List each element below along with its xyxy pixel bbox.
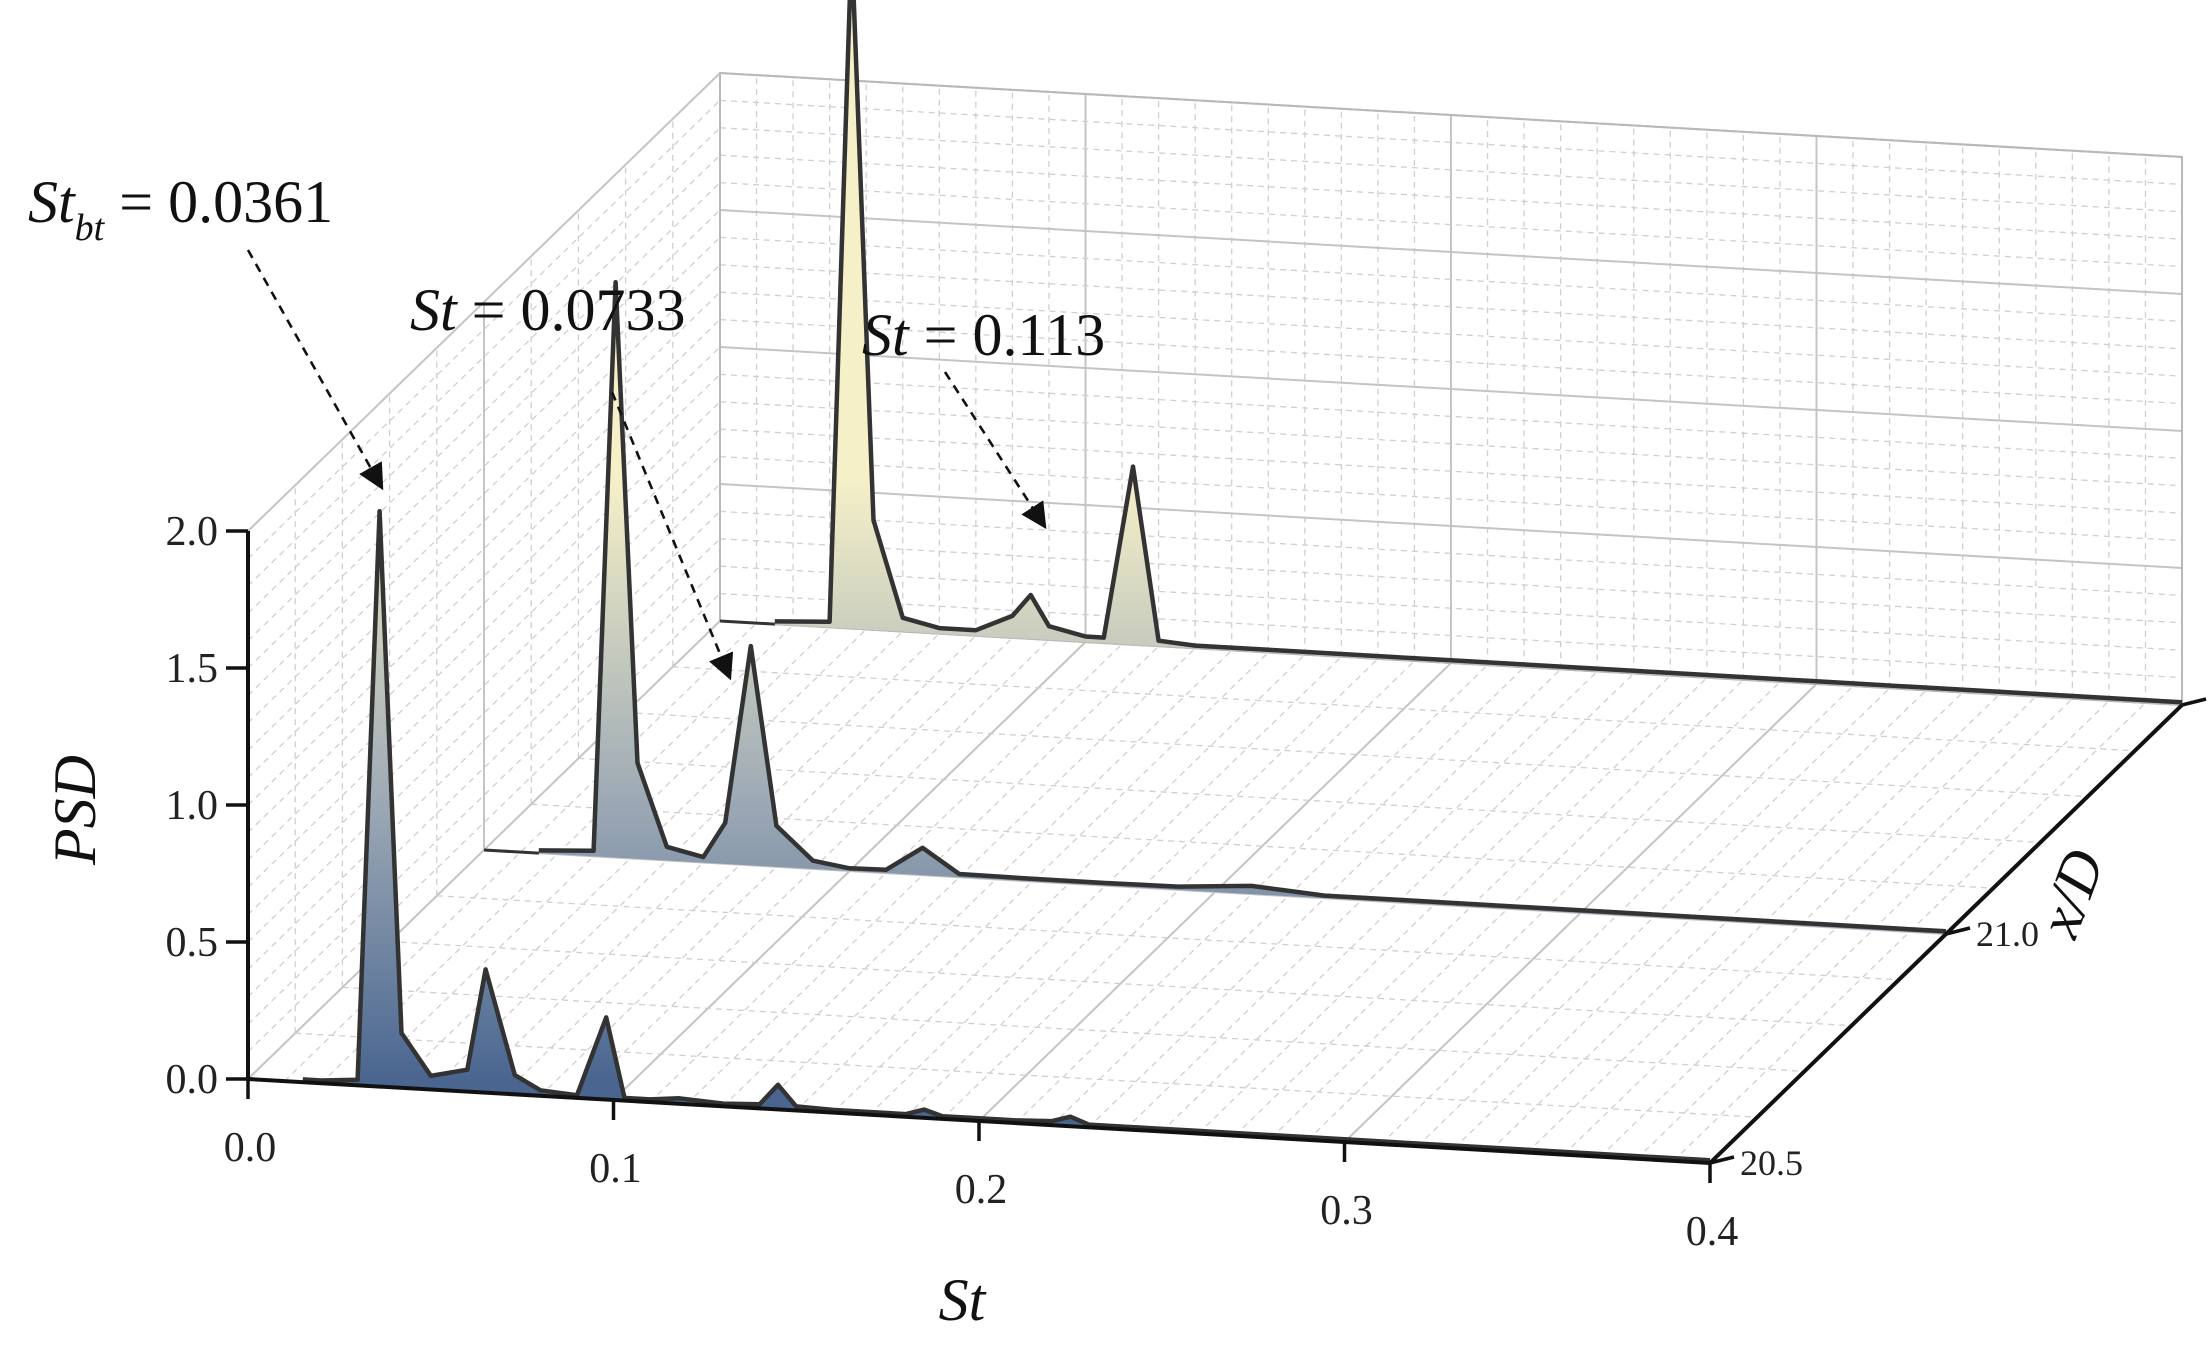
x-axis-label: St [939,1267,987,1333]
y-tick-label: 2.0 [166,509,219,555]
grid-line [719,181,2183,268]
y-tick-label: 0.0 [166,1057,219,1103]
chart-grid [247,71,2183,1164]
grid-line [719,236,2183,323]
x-tick-label: 0.4 [1686,1209,1739,1255]
grid-line [719,291,2183,377]
grid-line [719,264,2183,350]
psd-baseline-21.5 [719,619,775,626]
z-tick-mark [1945,926,1971,936]
grid-line [719,346,2183,432]
grid-line [342,986,1805,1073]
annotation-symbol: St [410,277,458,343]
annotation-label: St = 0.0733 [410,277,686,343]
psd-line-20.5 [302,508,1711,1163]
annotation-value: = 0.0361 [104,169,333,235]
z-tick-label: 21.0 [1976,914,2039,954]
grid-line [436,895,1899,981]
grid-line [578,757,2041,844]
grid-line [719,592,2183,679]
grid-line [719,154,2183,240]
grid-line [719,401,2183,487]
grid-line [719,127,2183,213]
annotation-symbol: St [28,169,76,235]
psd-baseline-21 [483,848,539,855]
grid-line [719,510,2183,597]
psd-area-21 [538,282,1946,934]
y-tick-label: 0.5 [166,920,219,966]
grid-line [719,318,2183,405]
y-tick-label: 1.5 [166,646,219,692]
x-tick-label: 0.2 [955,1167,1008,1213]
annotation-symbol: St [862,302,910,368]
grid-line [719,455,2183,542]
annotation-label: Stbt = 0.0361 [28,169,333,249]
annotation-arrow [610,391,734,681]
grid-line [719,428,2183,514]
x-tick-label: 0.1 [589,1146,642,1192]
grid-line [389,940,1852,1027]
z-tick-mark [1709,1155,1735,1165]
chart-axes: 0.00.10.20.30.40.00.51.01.52.020.521.021… [166,509,2207,1255]
grid-line [719,483,2183,569]
grid-line [719,99,2183,186]
left-wall-top-edge [247,72,721,532]
x-tick-label: 0.0 [224,1125,277,1171]
annotation-label: St = 0.113 [862,302,1105,368]
z-tick-label: 20.5 [1740,1143,1803,1183]
x-tick-label: 0.3 [1320,1188,1373,1234]
annotation-arrow [943,371,1047,530]
grid-line [672,666,2135,752]
annotation-arrow [246,249,384,491]
grid-line [295,1032,1758,1118]
grid-line [625,711,2088,798]
grid-line [719,209,2183,295]
psd-line-21.5 [774,0,2183,705]
grid-line [719,565,2183,651]
grid-line [719,538,2183,624]
annotation-value: = 0.113 [909,302,1106,368]
annotation-subscript: bt [75,207,106,249]
z-tick-mark [2181,697,2207,707]
chart-series [247,0,2183,1165]
grid-line [719,373,2183,460]
psd-line-21 [538,279,1947,934]
psd-area-21.5 [774,0,2182,705]
annotation-value: = 0.0733 [457,277,686,343]
y-axis-label: PSD [42,755,108,866]
y-tick-label: 1.0 [166,783,219,829]
